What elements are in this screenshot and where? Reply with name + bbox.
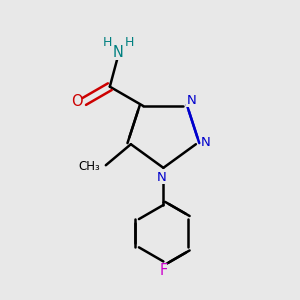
Text: F: F <box>159 263 167 278</box>
Text: N: N <box>113 45 124 60</box>
Text: H: H <box>124 36 134 49</box>
Text: O: O <box>71 94 82 109</box>
Text: N: N <box>157 171 167 184</box>
Text: CH₃: CH₃ <box>78 160 100 173</box>
Text: N: N <box>186 94 196 107</box>
Text: N: N <box>200 136 210 149</box>
Text: H: H <box>103 36 112 49</box>
